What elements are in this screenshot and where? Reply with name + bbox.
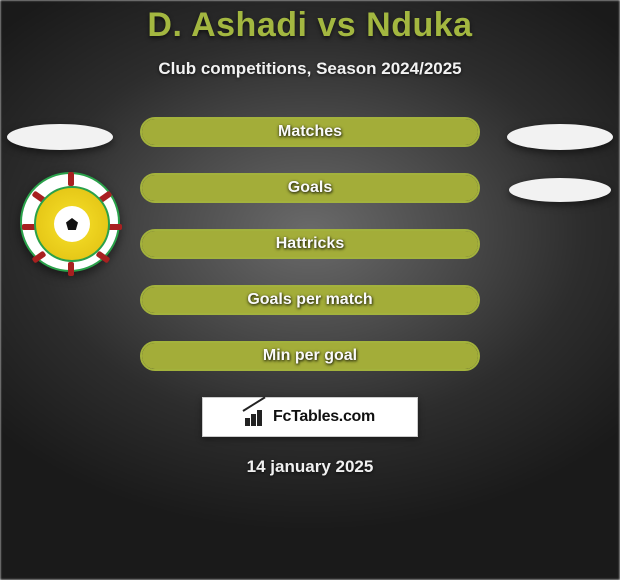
brand-chart-icon: [245, 408, 267, 426]
bar-right-fill: [310, 231, 478, 257]
stat-bar: Hattricks: [140, 229, 480, 259]
stats-container: 17Matches Goals Hattricks Goals per match Mi…: [0, 117, 620, 371]
bar-right-fill: [184, 119, 478, 145]
bar-left-fill: [142, 175, 310, 201]
page-subtitle: Club competitions, Season 2024/2025: [0, 59, 620, 79]
stat-row: Min per goal: [0, 341, 620, 371]
page-title: D. Ashadi vs Nduka: [0, 6, 620, 45]
bar-left-fill: [142, 343, 310, 369]
stat-bar: Goals per match: [140, 285, 480, 315]
bar-left-fill: [142, 287, 310, 313]
bar-left-fill: [142, 231, 310, 257]
bar-right-fill: [310, 287, 478, 313]
bar-left-fill: [142, 119, 184, 145]
stat-row: Goals: [0, 173, 620, 203]
stat-row: Goals per match: [0, 285, 620, 315]
stat-bar: 17Matches: [140, 117, 480, 147]
stat-bar: Min per goal: [140, 341, 480, 371]
stat-row: Hattricks: [0, 229, 620, 259]
brand-box[interactable]: FcTables.com: [202, 397, 418, 437]
stat-row: 17Matches: [0, 117, 620, 147]
bar-right-fill: [310, 343, 478, 369]
date-label: 14 january 2025: [0, 457, 620, 477]
brand-text: FcTables.com: [273, 408, 375, 426]
bar-right-fill: [310, 175, 478, 201]
stat-bar: Goals: [140, 173, 480, 203]
